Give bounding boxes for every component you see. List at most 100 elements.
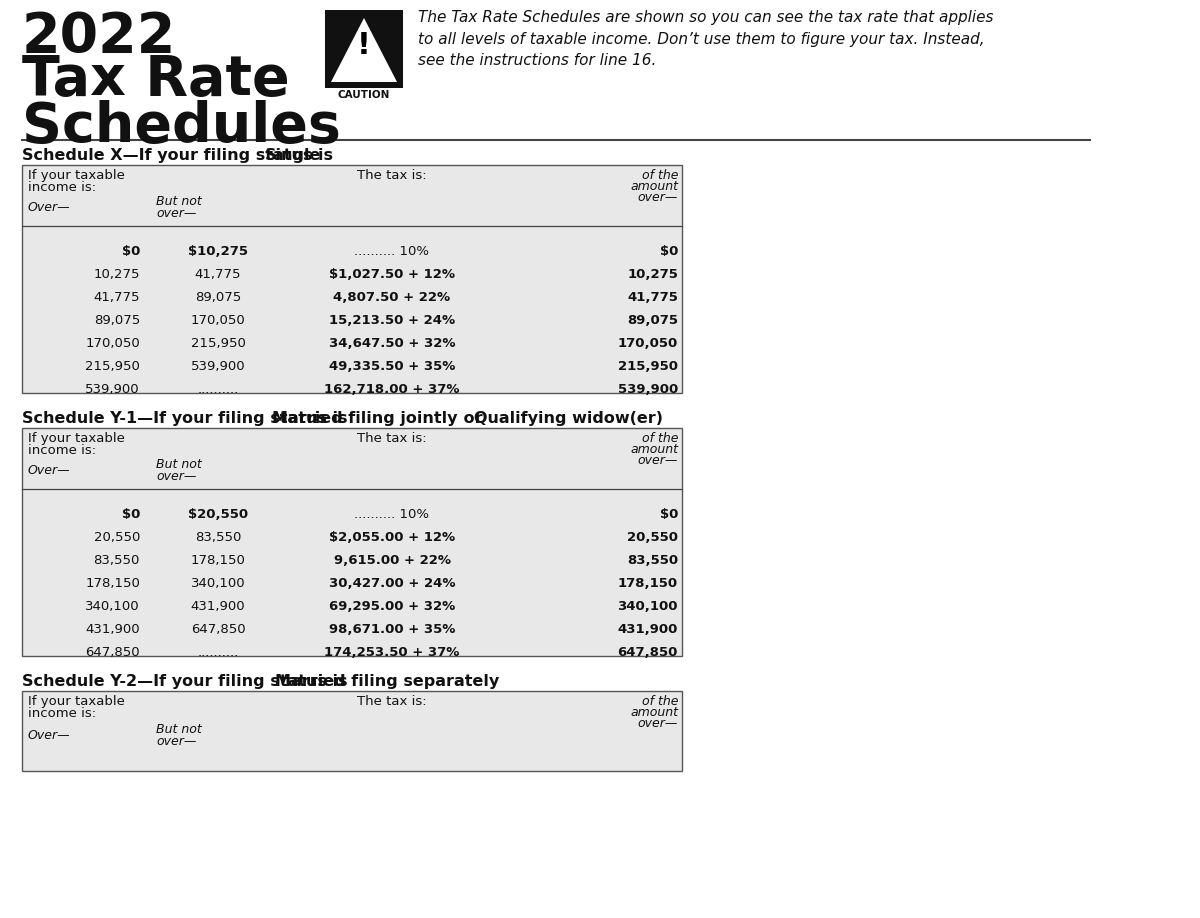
- Text: income is:: income is:: [28, 444, 96, 457]
- Text: 15,213.50 + 24%: 15,213.50 + 24%: [329, 314, 455, 327]
- Text: 539,900: 539,900: [191, 360, 245, 373]
- Text: 178,150: 178,150: [191, 554, 246, 567]
- Text: Married filing separately: Married filing separately: [275, 674, 499, 689]
- Text: 30,427.00 + 24%: 30,427.00 + 24%: [329, 577, 455, 590]
- Text: The tax is:: The tax is:: [358, 432, 427, 445]
- Text: 89,075: 89,075: [94, 314, 140, 327]
- Text: $0: $0: [660, 508, 678, 521]
- Text: 10,275: 10,275: [94, 268, 140, 281]
- Text: 162,718.00 + 37%: 162,718.00 + 37%: [324, 383, 460, 396]
- Text: 4,807.50 + 22%: 4,807.50 + 22%: [334, 291, 450, 304]
- Text: 647,850: 647,850: [85, 646, 140, 659]
- Text: $2,055.00 + 12%: $2,055.00 + 12%: [329, 531, 455, 544]
- Text: amount: amount: [630, 706, 678, 719]
- Text: Schedule Y-2—If your filing status is: Schedule Y-2—If your filing status is: [22, 674, 353, 689]
- Text: But not: But not: [156, 195, 202, 208]
- Text: .......... 10%: .......... 10%: [354, 508, 430, 521]
- Text: 89,075: 89,075: [628, 314, 678, 327]
- Text: over—: over—: [156, 470, 197, 483]
- Text: income is:: income is:: [28, 707, 96, 720]
- Text: of the: of the: [642, 432, 678, 445]
- Text: income is:: income is:: [28, 181, 96, 194]
- Text: Single: Single: [265, 148, 322, 163]
- Text: or: or: [458, 411, 488, 426]
- Text: Schedules: Schedules: [22, 100, 341, 154]
- Bar: [22, 691, 682, 771]
- Text: 41,775: 41,775: [628, 291, 678, 304]
- Text: 83,550: 83,550: [194, 531, 241, 544]
- Text: 431,900: 431,900: [85, 623, 140, 636]
- Text: 340,100: 340,100: [191, 577, 245, 590]
- Text: 83,550: 83,550: [94, 554, 140, 567]
- Text: 170,050: 170,050: [191, 314, 245, 327]
- Text: The tax is:: The tax is:: [358, 695, 427, 708]
- Text: 9,615.00 + 22%: 9,615.00 + 22%: [334, 554, 450, 567]
- Polygon shape: [331, 18, 397, 82]
- Text: over—: over—: [156, 735, 197, 748]
- Text: 170,050: 170,050: [85, 337, 140, 350]
- Text: of the: of the: [642, 695, 678, 708]
- Text: amount: amount: [630, 443, 678, 456]
- Text: 539,900: 539,900: [618, 383, 678, 396]
- Text: ..........: ..........: [197, 646, 239, 659]
- Text: But not: But not: [156, 723, 202, 736]
- Text: Over—: Over—: [28, 729, 71, 742]
- Text: 174,253.50 + 37%: 174,253.50 + 37%: [324, 646, 460, 659]
- Text: 431,900: 431,900: [191, 600, 245, 613]
- Text: 215,950: 215,950: [191, 337, 246, 350]
- Text: 41,775: 41,775: [194, 268, 241, 281]
- Text: 647,850: 647,850: [191, 623, 245, 636]
- Text: $1,027.50 + 12%: $1,027.50 + 12%: [329, 268, 455, 281]
- Text: of the: of the: [642, 169, 678, 182]
- Text: $20,550: $20,550: [188, 508, 248, 521]
- Bar: [325, 10, 403, 88]
- Text: 340,100: 340,100: [618, 600, 678, 613]
- Text: ..........: ..........: [197, 383, 239, 396]
- Text: Schedule Y-1—If your filing status is: Schedule Y-1—If your filing status is: [22, 411, 353, 426]
- Text: 431,900: 431,900: [618, 623, 678, 636]
- Text: 89,075: 89,075: [194, 291, 241, 304]
- Text: 178,150: 178,150: [85, 577, 140, 590]
- Text: Over—: Over—: [28, 464, 71, 477]
- Text: 10,275: 10,275: [628, 268, 678, 281]
- Bar: [22, 428, 682, 656]
- Text: CAUTION: CAUTION: [338, 90, 390, 100]
- Text: Tax Rate: Tax Rate: [22, 53, 289, 107]
- Text: 41,775: 41,775: [94, 291, 140, 304]
- Text: !: !: [358, 30, 371, 60]
- Text: 215,950: 215,950: [618, 360, 678, 373]
- Text: 98,671.00 + 35%: 98,671.00 + 35%: [329, 623, 455, 636]
- Text: But not: But not: [156, 458, 202, 471]
- Text: $0: $0: [121, 245, 140, 258]
- Text: over—: over—: [156, 207, 197, 220]
- Text: over—: over—: [637, 717, 678, 730]
- Text: .......... 10%: .......... 10%: [354, 245, 430, 258]
- Text: 539,900: 539,900: [85, 383, 140, 396]
- Text: amount: amount: [630, 180, 678, 193]
- Text: 20,550: 20,550: [628, 531, 678, 544]
- Text: over—: over—: [637, 454, 678, 467]
- Text: Qualifying widow(er): Qualifying widow(er): [474, 411, 662, 426]
- Text: 69,295.00 + 32%: 69,295.00 + 32%: [329, 600, 455, 613]
- Text: Married filing jointly: Married filing jointly: [272, 411, 457, 426]
- Text: 2022: 2022: [22, 10, 176, 64]
- Text: 647,850: 647,850: [618, 646, 678, 659]
- Text: 340,100: 340,100: [85, 600, 140, 613]
- Text: $10,275: $10,275: [188, 245, 248, 258]
- Bar: [22, 165, 682, 393]
- Text: 49,335.50 + 35%: 49,335.50 + 35%: [329, 360, 455, 373]
- Text: 34,647.50 + 32%: 34,647.50 + 32%: [329, 337, 455, 350]
- Text: 20,550: 20,550: [94, 531, 140, 544]
- Text: 170,050: 170,050: [618, 337, 678, 350]
- Text: If your taxable: If your taxable: [28, 432, 125, 445]
- Text: Schedule X—If your filing status is: Schedule X—If your filing status is: [22, 148, 338, 163]
- Text: If your taxable: If your taxable: [28, 695, 125, 708]
- Text: $0: $0: [660, 245, 678, 258]
- Text: 178,150: 178,150: [618, 577, 678, 590]
- Text: The Tax Rate Schedules are shown so you can see the tax rate that applies
to all: The Tax Rate Schedules are shown so you …: [418, 10, 994, 68]
- Text: 215,950: 215,950: [85, 360, 140, 373]
- Text: over—: over—: [637, 191, 678, 204]
- Text: $0: $0: [121, 508, 140, 521]
- Text: Over—: Over—: [28, 201, 71, 214]
- Text: 83,550: 83,550: [626, 554, 678, 567]
